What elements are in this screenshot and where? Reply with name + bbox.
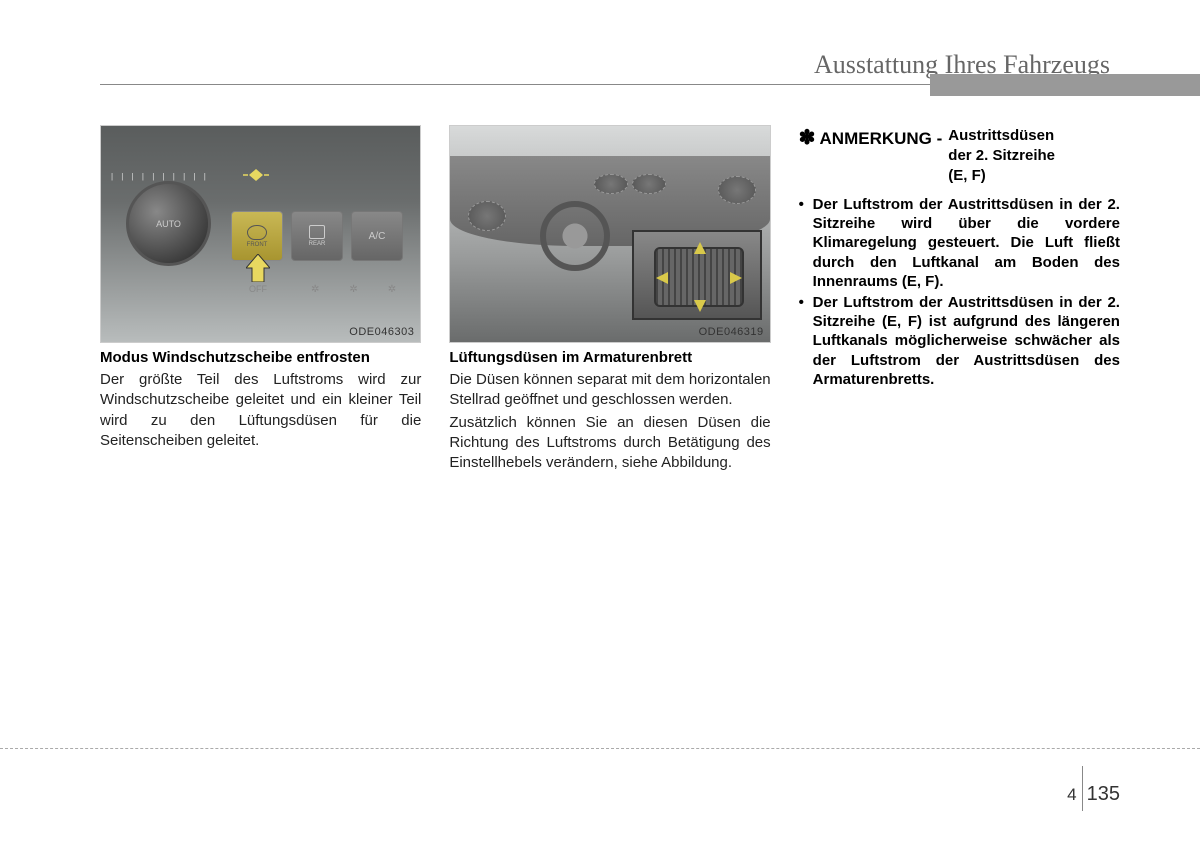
note-star-icon: ✽ [799, 127, 816, 149]
col1-subsection-title: Modus Windschutzscheibe entfrosten [100, 349, 421, 366]
front-defrost-icon [247, 225, 267, 240]
note-subtitle-2: der 2. Sitzreihe [948, 147, 1055, 164]
steering-wheel-icon [540, 201, 610, 271]
footer-section-number: 4 [1067, 785, 1076, 805]
note-title: ANMERKUNG - [820, 129, 943, 148]
note-subtitle-3: (E, F) [948, 167, 986, 184]
col2-subsection-title: Lüftungsdüsen im Armaturenbrett [449, 349, 770, 366]
arrow-up-icon [694, 242, 706, 254]
page-container: Ausstattung Ihres Fahrzeugs AUTO FRONT [0, 0, 1200, 861]
auto-dial-knob: AUTO [126, 181, 211, 266]
cut-line [0, 748, 1200, 749]
header-gray-bar [930, 74, 1200, 96]
ac-button: A/C [351, 211, 403, 261]
column-2: ODE046319 Lüftungsdüsen im Armaturenbret… [449, 125, 770, 473]
rear-defrost-button: REAR [291, 211, 343, 261]
dashboard-interior-bg [450, 126, 769, 342]
col1-body-text: Der größte Teil des Luftstroms wird zur … [100, 370, 421, 451]
bullet-item: Der Luftstrom der Austrittsdüsen in der … [799, 293, 1120, 389]
highlight-arrow-icon [246, 254, 270, 282]
footer-page-number: 135 [1087, 783, 1120, 806]
col2-body-text-2: Zusätzlich können Sie an diesen Düsen di… [449, 413, 770, 474]
rear-defrost-icon [309, 225, 325, 239]
bullet-item: Der Luftstrom der Austrittsdüsen in der … [799, 195, 1120, 291]
arrow-right-icon [730, 272, 742, 284]
column-3: ✽ ANMERKUNG - Austrittsdüsen der 2. Sitz… [799, 125, 1120, 473]
note-subtitle-1: Austrittsdüsen [948, 127, 1054, 144]
figure-climate-panel: AUTO FRONT REAR A/C [100, 125, 421, 343]
indicator-light-icon [241, 168, 271, 180]
auto-dial-label: AUTO [156, 219, 181, 229]
ac-button-label: A/C [369, 231, 386, 242]
content-columns: AUTO FRONT REAR A/C [100, 125, 1120, 473]
figure-dashboard-vents: ODE046319 [449, 125, 770, 343]
climate-panel-bg: AUTO FRONT REAR A/C [101, 126, 420, 342]
page-footer: 4 135 [1067, 783, 1120, 806]
note-bullet-list: Der Luftstrom der Austrittsdüsen in der … [799, 195, 1120, 389]
arrow-down-icon [694, 300, 706, 312]
figure-2-caption: ODE046319 [699, 326, 764, 338]
arrow-left-icon [656, 272, 668, 284]
figure-1-caption: ODE046303 [349, 326, 414, 338]
inset-detail-box [632, 230, 762, 320]
rear-button-label: REAR [309, 241, 326, 247]
fan-icons: ✲✲✲ [311, 284, 421, 295]
off-label: OFF [249, 284, 267, 294]
note-header: ✽ ANMERKUNG - Austrittsdüsen der 2. Sitz… [799, 125, 1120, 185]
col2-body-text-1: Die Düsen können separat mit dem horizon… [449, 370, 770, 411]
column-1: AUTO FRONT REAR A/C [100, 125, 421, 473]
front-button-label: FRONT [247, 242, 268, 248]
